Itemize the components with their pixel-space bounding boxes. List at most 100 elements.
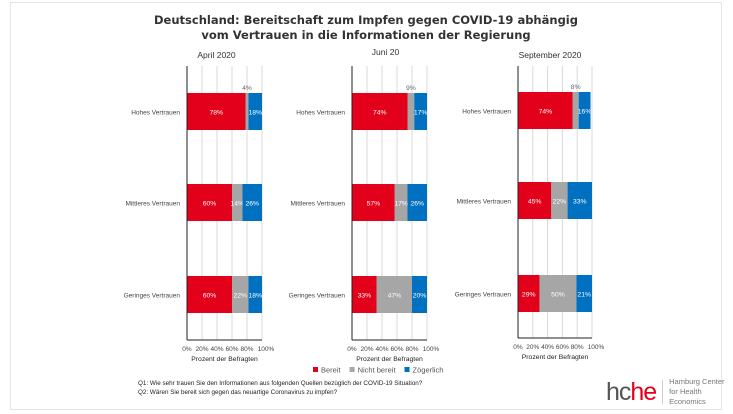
x-tick-label: 100% [258, 346, 275, 353]
bar-segment-nicht-bereit [539, 275, 577, 312]
data-label: 74% [373, 110, 387, 117]
bar-segment-bereit [352, 93, 408, 130]
bar-segment-zögerlich [414, 93, 427, 130]
bar-segment-zögerlich [412, 276, 427, 313]
bar-segment-bereit [518, 182, 552, 219]
chart-title: Deutschland: Bereitschaft zum Impfen geg… [154, 13, 578, 27]
data-label: 21% [577, 292, 591, 299]
bar-segment-nicht-bereit [407, 93, 415, 130]
data-label: 18% [248, 110, 262, 117]
data-label: 57% [367, 201, 381, 208]
bar-segment-bereit [518, 92, 573, 129]
bar-segment-zögerlich [248, 93, 262, 130]
data-label: 18% [248, 293, 262, 300]
x-tick-label: 0% [182, 346, 192, 353]
data-label: 60% [203, 201, 217, 208]
data-label: 29% [522, 292, 536, 299]
bar-segment-bereit [187, 276, 232, 313]
data-label: 8% [571, 84, 581, 91]
x-tick-label: 20% [526, 344, 539, 351]
x-tick-label: 60% [556, 344, 569, 351]
data-label: 50% [551, 292, 565, 299]
logo-mark: hche [606, 378, 657, 406]
data-label: 60% [203, 293, 217, 300]
data-label: 74% [539, 109, 553, 116]
bar-segment-nicht-bereit [551, 182, 568, 219]
x-tick-label: 100% [423, 346, 440, 353]
data-label: 16% [578, 109, 592, 116]
bar-segment-nicht-bereit [245, 93, 249, 130]
legend-swatch [349, 367, 355, 372]
chart-frame [10, 2, 722, 410]
data-label: 4% [242, 85, 252, 92]
data-label: 22% [553, 199, 567, 206]
data-label: 78% [209, 110, 223, 117]
data-label: 33% [358, 293, 372, 300]
category-label: Hohes Vertrauen [296, 110, 345, 117]
category-label: Geringes Vertrauen [289, 293, 346, 300]
logo-text: Hamburg Center for Health Economics [669, 377, 725, 406]
x-tick-label: 0% [347, 346, 357, 353]
bar-segment-zögerlich [567, 182, 592, 219]
bar-segment-nicht-bereit [376, 276, 412, 313]
data-label: 26% [410, 201, 424, 208]
legend-swatch [404, 367, 410, 372]
legend-label: Zögerlich [413, 366, 444, 375]
legend-label: Nicht bereit [358, 366, 397, 375]
category-label: Geringes Vertrauen [455, 292, 512, 299]
bar-segment-nicht-bereit [394, 184, 408, 221]
hche-logo: hche Hamburg Center for Health Economics [606, 377, 733, 407]
x-tick-label: 40% [210, 346, 223, 353]
bar-segment-bereit [187, 184, 232, 221]
x-axis-title: Prozent der Befragten [191, 356, 258, 363]
bar-segment-bereit [352, 184, 395, 221]
category-label: Geringes Vertrauen [124, 293, 181, 300]
x-tick-label: 20% [195, 346, 208, 353]
x-tick-label: 40% [375, 346, 388, 353]
category-label: Hohes Vertrauen [131, 110, 180, 117]
footnote-q2: Q2: Wären Sie bereit sich gegen das neua… [138, 389, 338, 396]
x-axis-title: Prozent der Befragten [522, 354, 589, 361]
x-axis-title: Prozent der Befragten [356, 356, 423, 363]
data-label: 47% [388, 293, 402, 300]
bar-segment-zögerlich [578, 92, 591, 129]
x-tick-label: 60% [390, 346, 403, 353]
bar-segment-bereit [352, 276, 377, 313]
bar-segment-zögerlich [248, 276, 262, 313]
x-tick-label: 60% [225, 346, 238, 353]
data-label: 14% [230, 201, 244, 208]
x-tick-label: 100% [588, 344, 605, 351]
panel-title: Juni 20 [372, 47, 400, 57]
panel-title: September 2020 [519, 50, 582, 60]
bar-segment-bereit [518, 275, 540, 312]
chart-title: vom Vertrauen in die Informationen der R… [201, 28, 530, 42]
legend-label: Bereit [321, 366, 342, 375]
x-tick-label: 20% [360, 346, 373, 353]
category-label: Hohes Vertrauen [462, 109, 511, 116]
bar-segment-nicht-bereit [572, 92, 579, 129]
footnote-q1: Q1: Wie sehr trauen Sie den Informatione… [138, 380, 423, 387]
bar-segment-zögerlich [407, 184, 427, 221]
legend-swatch [313, 367, 318, 372]
bar-segment-bereit [187, 93, 246, 130]
category-label: Mittleres Vertrauen [456, 199, 511, 206]
bar-segment-nicht-bereit [232, 276, 249, 313]
data-label: 17% [414, 110, 428, 117]
x-tick-label: 80% [240, 346, 253, 353]
data-label: 17% [394, 201, 408, 208]
x-tick-label: 40% [541, 344, 554, 351]
logo-divider [662, 380, 664, 404]
x-tick-label: 80% [405, 346, 418, 353]
data-label: 26% [245, 201, 259, 208]
bar-segment-nicht-bereit [232, 184, 243, 221]
category-label: Mittleres Vertrauen [125, 201, 180, 208]
data-label: 9% [406, 85, 416, 92]
bar-segment-zögerlich [242, 184, 262, 221]
data-label: 20% [413, 293, 427, 300]
bar-segment-zögerlich [576, 275, 592, 312]
data-label: 33% [573, 199, 587, 206]
data-label: 45% [528, 199, 542, 206]
x-tick-label: 80% [571, 344, 584, 351]
x-tick-label: 0% [513, 344, 523, 351]
category-label: Mittleres Vertrauen [290, 201, 345, 208]
